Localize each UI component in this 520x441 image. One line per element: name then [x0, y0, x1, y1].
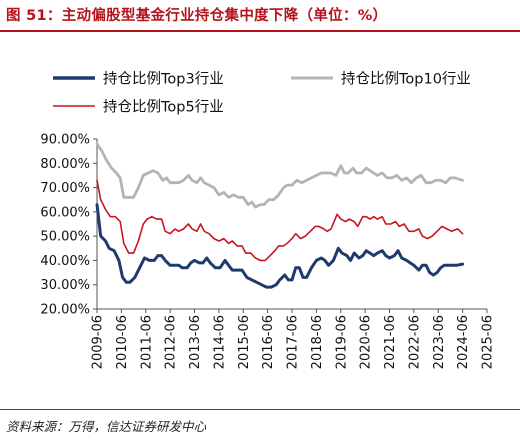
x-tick-label: 2010-06 [115, 315, 130, 369]
x-tick-label: 2025-06 [481, 315, 496, 369]
y-tick-label: 30.00% [40, 278, 90, 293]
x-tick-label: 2022-06 [407, 315, 422, 369]
x-tick-label: 2009-06 [91, 315, 106, 369]
x-tick-label: 2014-06 [212, 315, 227, 369]
x-tick-label: 2020-06 [359, 315, 374, 369]
x-tick-label: 2015-06 [237, 315, 252, 369]
legend-label-3: 持仓比例Top5行业 [103, 99, 224, 116]
series-line-2 [95, 142, 464, 209]
x-tick-label: 2016-06 [261, 315, 276, 369]
x-axis: 2009-06 2010-06 2011-06 2012-06 2013-06 2014-… [91, 308, 496, 369]
y-tick-label: 60.00% [40, 205, 90, 220]
source-note: 资料来源：万得，信达证券研发中心 [6, 419, 207, 434]
y-tick-label: 70.00% [40, 181, 90, 196]
x-tick-label: 2021-06 [383, 315, 398, 369]
y-tick-label: 20.00% [40, 303, 90, 318]
y-tick-label: 40.00% [40, 254, 90, 269]
source-divider [0, 409, 520, 410]
series-line-3 [96, 179, 464, 262]
y-tick-label: 90.00% [40, 133, 90, 148]
y-axis: 20.00% 30.00% 40.00% 50.00% 60.00% 70.00% 80.0… [40, 133, 98, 318]
x-tick-label: 2011-06 [139, 315, 154, 369]
chart-title: 图 51：主动偏股型基金行业持仓集中度下降（单位：%） [6, 8, 388, 24]
y-tick-label: 50.00% [40, 230, 90, 245]
x-tick-label: 2012-06 [164, 315, 179, 369]
x-tick-label: 2024-06 [456, 315, 471, 369]
x-tick-label: 2018-06 [310, 315, 325, 369]
legend-label-1: 持仓比例Top3行业 [103, 71, 224, 88]
series-line-1 [95, 203, 465, 289]
legend-label-2: 持仓比例Top10行业 [341, 71, 471, 88]
x-tick-label: 2013-06 [188, 315, 203, 369]
series-lines [95, 142, 465, 289]
x-tick-label: 2023-06 [432, 315, 447, 369]
x-tick-label: 2017-06 [286, 315, 301, 369]
x-tick-label: 2019-06 [334, 315, 349, 369]
title-divider [0, 30, 520, 32]
y-tick-label: 80.00% [40, 157, 90, 172]
